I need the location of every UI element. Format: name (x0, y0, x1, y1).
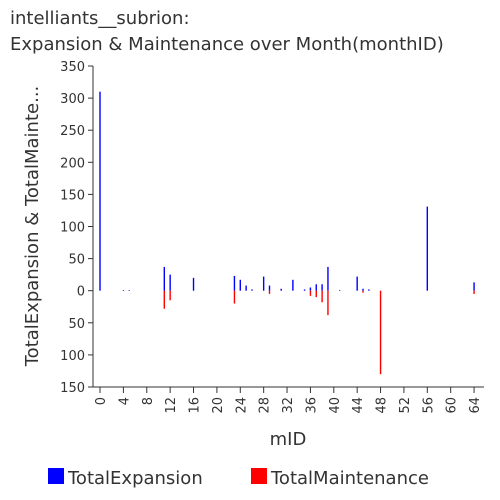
x-tick-label: 48 (375, 397, 390, 414)
y-axis-label: TotalExpansion & TotalMainte... (22, 86, 43, 368)
y-tick-label: 150 (60, 381, 85, 396)
legend-label: TotalExpansion (67, 468, 203, 489)
legend-swatch (48, 468, 64, 484)
bar (163, 266, 166, 291)
x-tick-label: 16 (188, 397, 203, 414)
x-tick-label: 8 (141, 397, 156, 405)
y-tick-label: 200 (60, 156, 85, 171)
y-tick-label: 300 (60, 92, 85, 107)
bar (163, 290, 166, 309)
x-tick-label: 60 (445, 397, 460, 414)
y-tick-label: 50 (68, 253, 85, 268)
y-tick-label: 350 (60, 60, 85, 75)
bar (473, 290, 475, 294)
y-tick-label: 250 (60, 124, 85, 139)
bar (233, 275, 236, 291)
legend-label: TotalMaintenance (270, 468, 429, 489)
x-tick-label: 52 (398, 397, 413, 414)
bar (362, 288, 364, 291)
bar (303, 289, 306, 291)
y-tick-label: 150 (60, 188, 85, 203)
x-tick-label: 32 (281, 397, 296, 414)
y-tick-label: 50 (68, 317, 85, 332)
x-tick-label: 12 (164, 397, 179, 414)
bar (379, 290, 382, 375)
bar (368, 289, 370, 291)
bar (280, 288, 282, 291)
bar (315, 284, 317, 291)
bar (309, 290, 312, 296)
x-tick-label: 56 (421, 397, 436, 414)
bar (233, 290, 236, 304)
chart-title: intelliants__subrion: (10, 8, 190, 29)
bar (251, 289, 253, 291)
x-tick-label: 64 (468, 397, 483, 414)
y-tick-label: 100 (60, 221, 85, 236)
x-tick-label: 36 (304, 397, 319, 414)
bar (262, 276, 265, 291)
bar (362, 290, 364, 293)
bar (268, 290, 271, 294)
bar (122, 290, 125, 291)
bar (268, 285, 271, 291)
x-tick-label: 20 (211, 397, 226, 414)
x-tick-label: 44 (351, 397, 366, 414)
chart-title: Expansion & Maintenance over Month(month… (10, 34, 444, 55)
bar (426, 206, 429, 291)
y-tick-label: 0 (77, 285, 85, 300)
bar (315, 290, 317, 298)
bar (239, 279, 241, 291)
x-axis-label: mID (270, 429, 307, 450)
bar (338, 290, 341, 291)
bar (245, 285, 247, 291)
x-tick-label: 24 (234, 397, 249, 414)
bar (309, 287, 312, 291)
x-tick-label: 40 (328, 397, 343, 414)
bar (169, 290, 171, 301)
bar (99, 91, 101, 291)
bar (128, 290, 130, 291)
bar (169, 274, 171, 291)
bar (292, 279, 294, 291)
bar (327, 266, 329, 291)
bar (321, 290, 323, 303)
bar (356, 276, 358, 291)
bar (473, 282, 475, 291)
legend-swatch (251, 468, 267, 484)
bar (192, 277, 195, 291)
bar (327, 290, 329, 316)
x-tick-label: 4 (117, 397, 132, 405)
bar (321, 284, 323, 291)
y-tick-label: 100 (60, 349, 85, 364)
x-tick-label: 0 (94, 397, 109, 405)
x-tick-label: 28 (258, 397, 273, 414)
